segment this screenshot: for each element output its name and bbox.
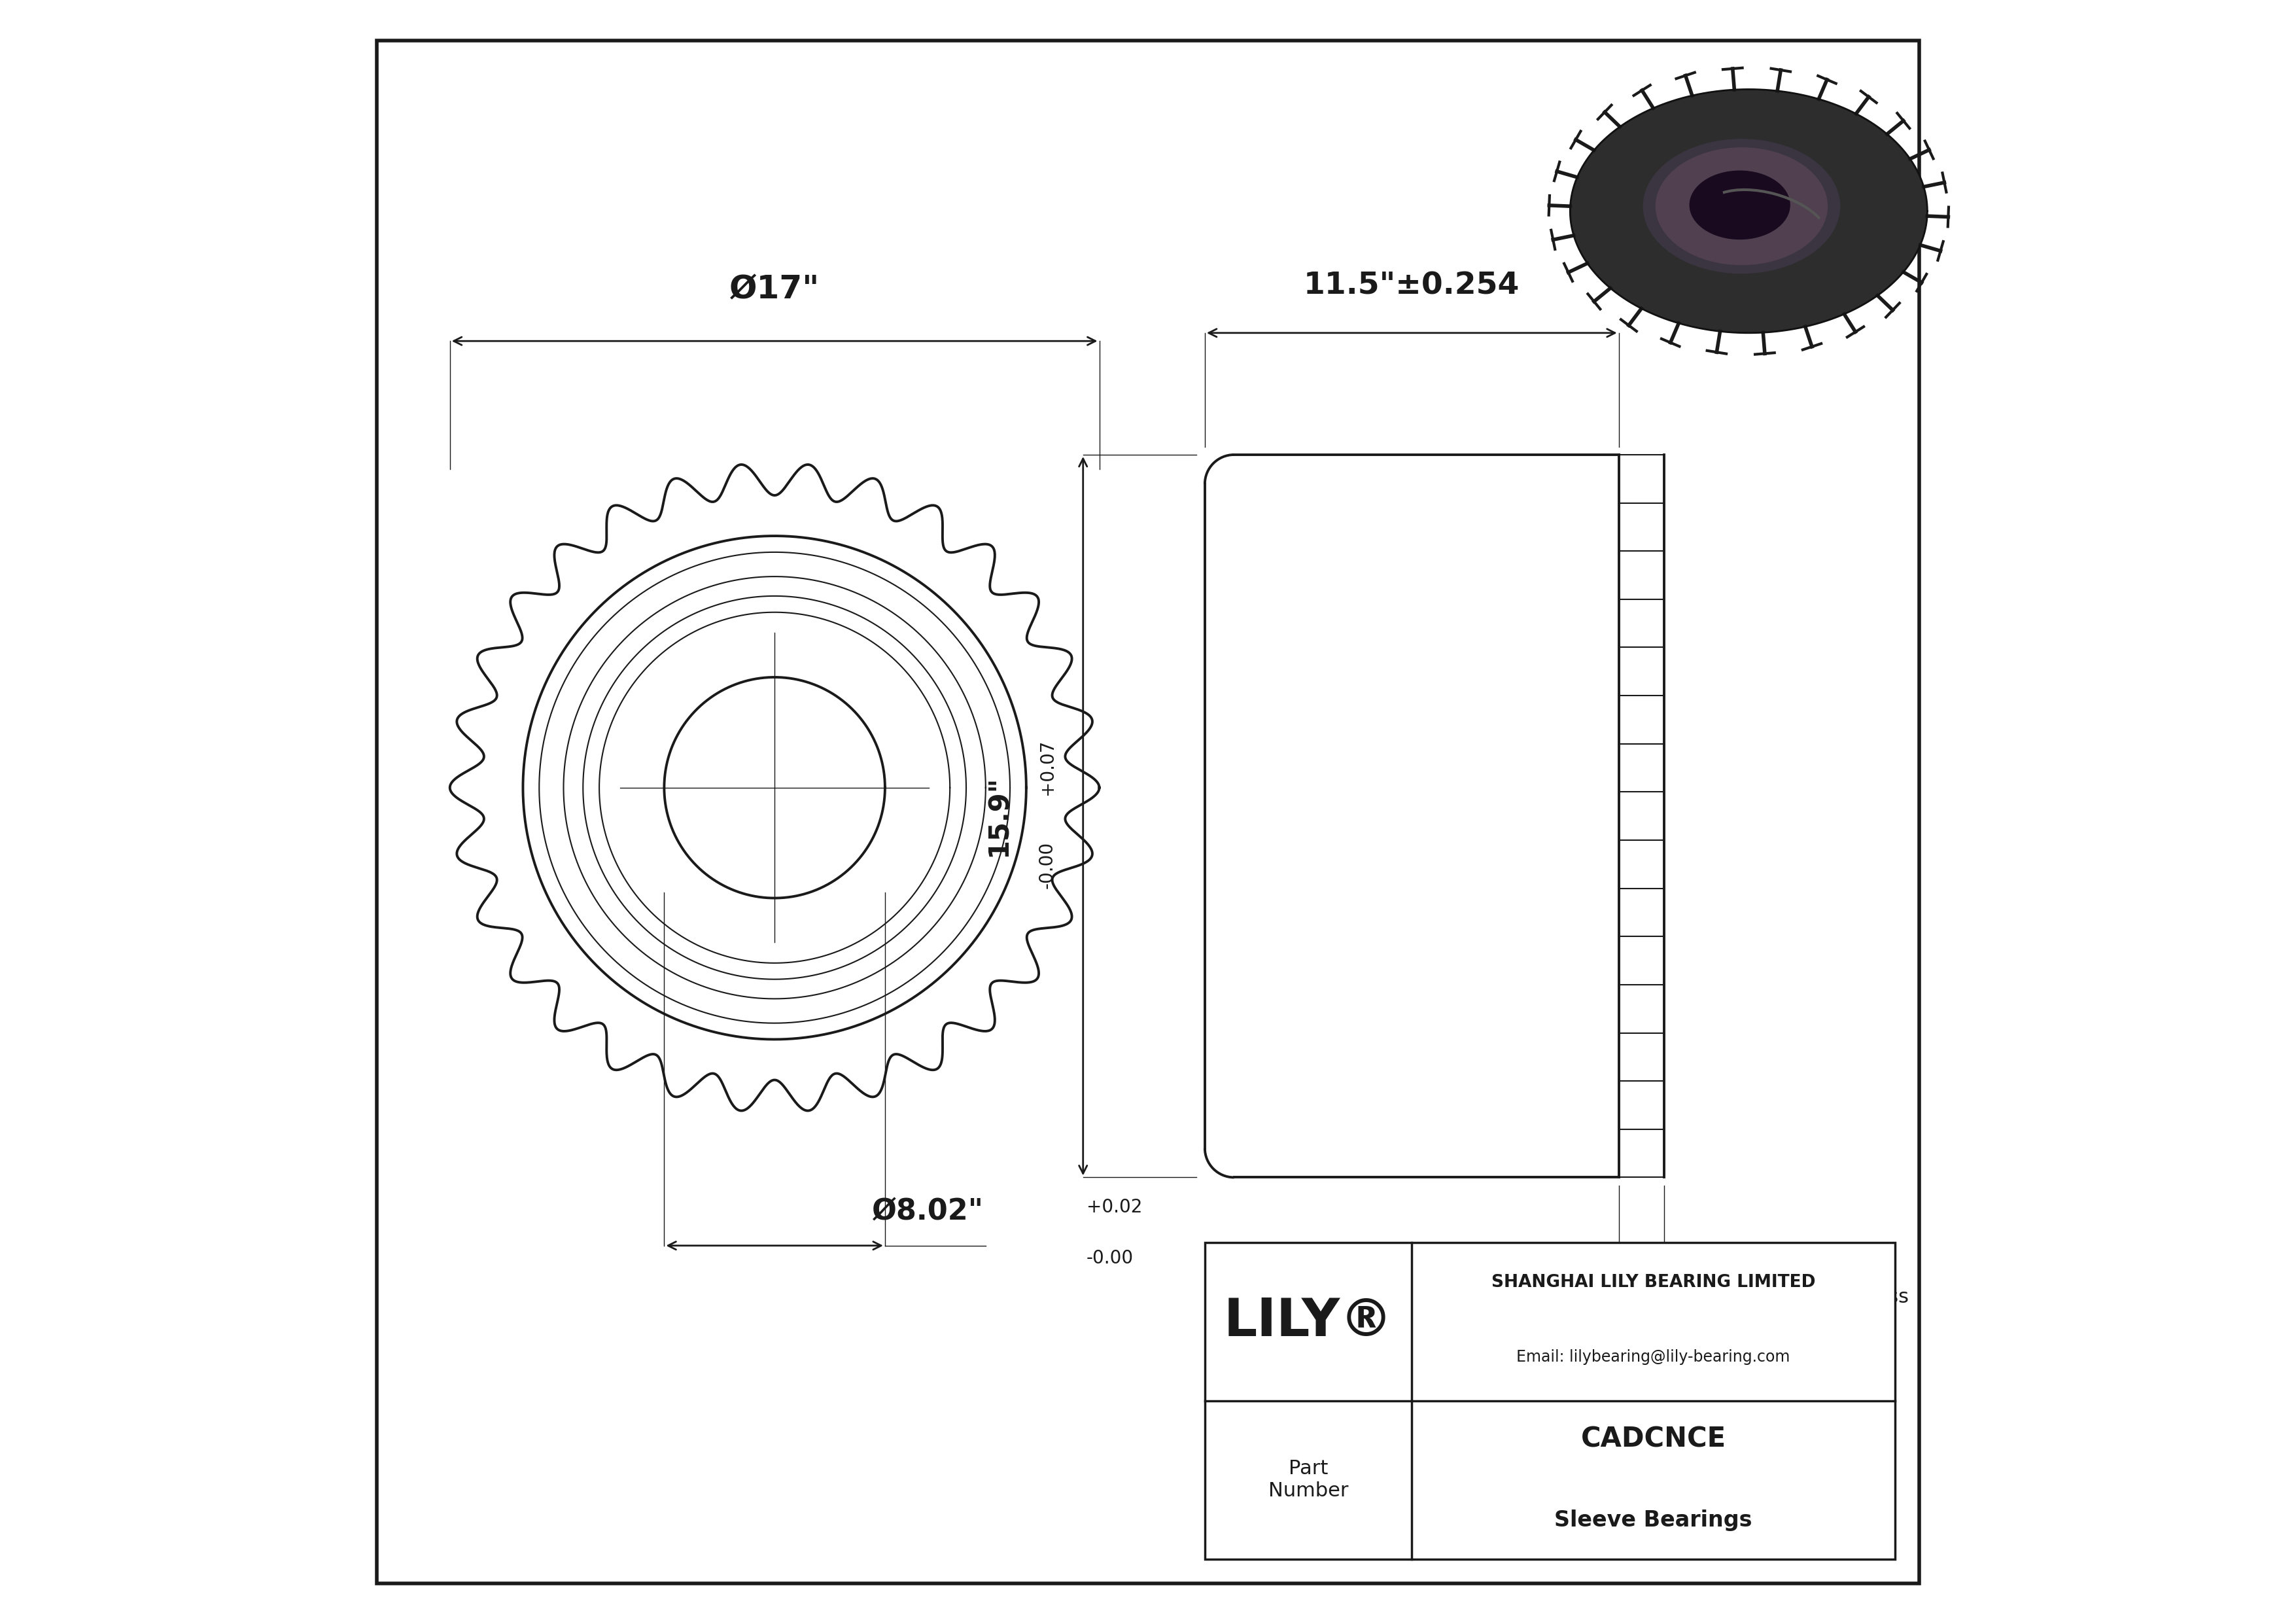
Text: CADCNCE: CADCNCE: [1580, 1426, 1727, 1453]
Text: Part
Number: Part Number: [1267, 1460, 1348, 1501]
Ellipse shape: [1570, 89, 1926, 333]
Text: Email: lilybearing@lily-bearing.com: Email: lilybearing@lily-bearing.com: [1515, 1350, 1791, 1366]
Text: For 1.5"min
sheet metal thickness: For 1.5"min sheet metal thickness: [1688, 1265, 1908, 1307]
Text: Ø17": Ø17": [730, 274, 820, 305]
Text: -0.00: -0.00: [1038, 841, 1056, 888]
Ellipse shape: [1644, 140, 1839, 273]
Text: Sleeve Bearings: Sleeve Bearings: [1554, 1510, 1752, 1531]
Text: Ø8.02": Ø8.02": [872, 1199, 985, 1226]
Bar: [1205, 1242, 1894, 1559]
Text: -0.00: -0.00: [1086, 1249, 1134, 1267]
Ellipse shape: [1655, 148, 1828, 265]
Text: 11.5"±0.254: 11.5"±0.254: [1304, 271, 1520, 300]
Ellipse shape: [1690, 171, 1791, 239]
Text: 15.9": 15.9": [985, 775, 1013, 857]
Text: +0.02: +0.02: [1086, 1199, 1141, 1216]
Text: +0.07: +0.07: [1038, 739, 1056, 796]
Text: LILY®: LILY®: [1224, 1296, 1394, 1346]
Text: SHANGHAI LILY BEARING LIMITED: SHANGHAI LILY BEARING LIMITED: [1492, 1275, 1816, 1291]
